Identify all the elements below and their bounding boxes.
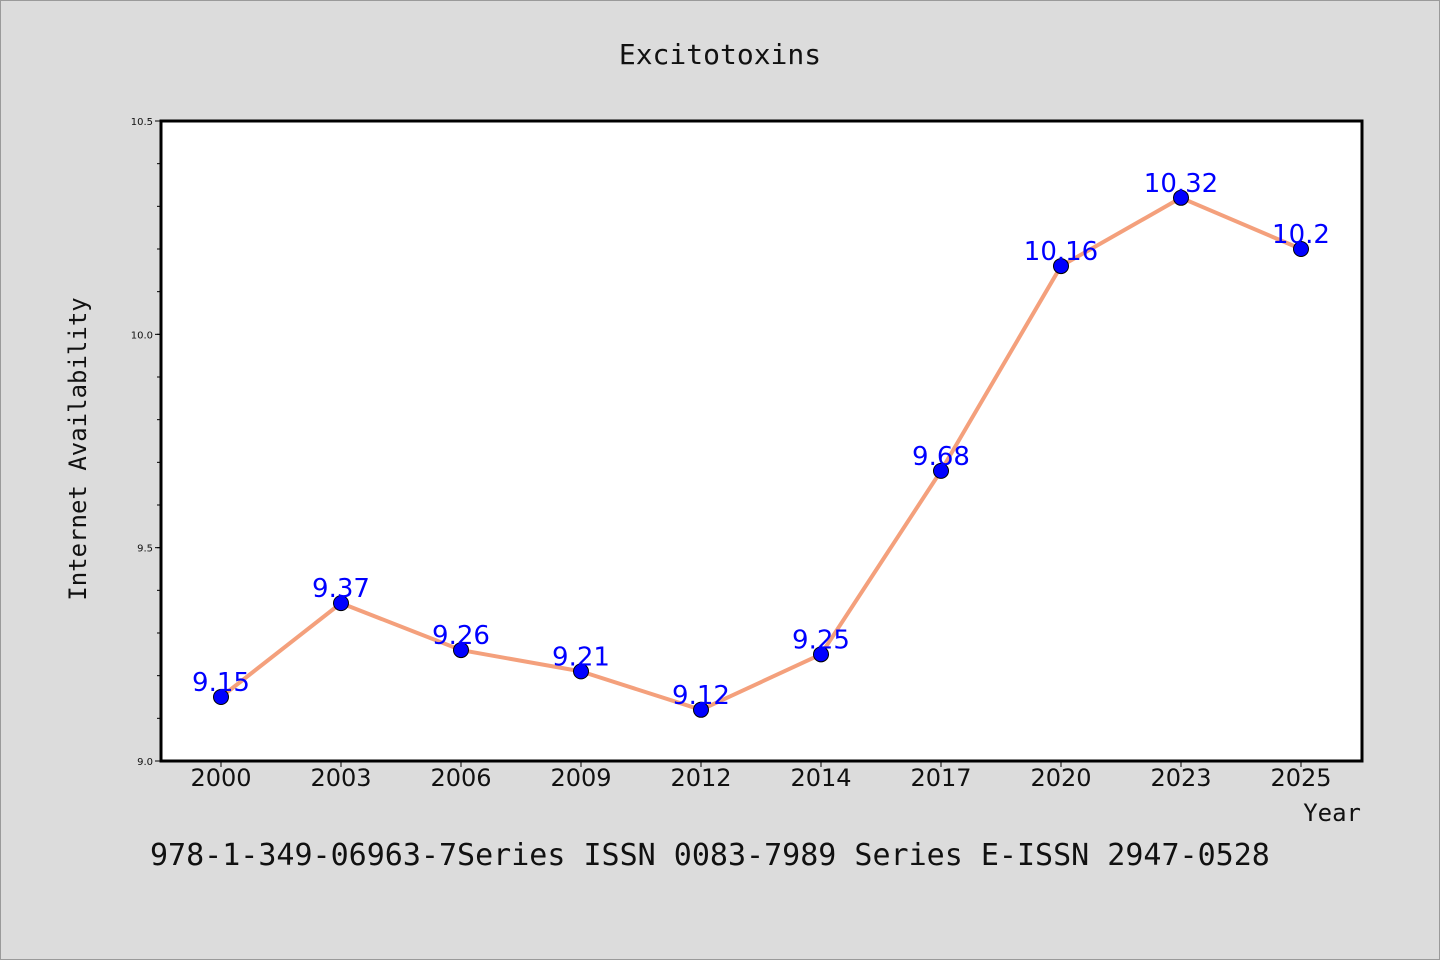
data-labels: 9.15 9.37 9.26 9.21 9.12 9.25 9.68 10.16 10.32 10…	[192, 169, 1330, 711]
data-label: 9.21	[552, 642, 610, 672]
x-tick-label: 2000	[190, 764, 251, 792]
x-tick-label: 2012	[670, 764, 731, 792]
y-axis-ticks: 9.0 9.5 10.0 10.5	[131, 117, 161, 768]
data-point	[933, 462, 949, 479]
data-label: 9.25	[792, 625, 850, 655]
data-label: 9.15	[192, 668, 250, 698]
x-tick-label: 2009	[550, 764, 611, 792]
x-tick-label: 2025	[1270, 764, 1331, 792]
footer-isbn-issn: 978-1-349-06963-7Series ISSN 0083-7989 S…	[150, 838, 1270, 873]
data-label: 10.32	[1144, 169, 1218, 199]
data-label: 9.68	[912, 442, 970, 472]
x-axis-ticks: 2000 2003 2006 2009 2012 2014 2017 2020 2023 2025	[190, 761, 1332, 792]
chart-title: Excitotoxins	[619, 38, 821, 71]
data-label: 9.37	[312, 574, 370, 604]
data-point	[333, 595, 349, 612]
data-point	[1053, 258, 1069, 275]
x-tick-label: 2014	[790, 764, 851, 792]
data-point	[1173, 189, 1189, 206]
series-line	[219, 195, 1302, 712]
data-label: 9.12	[672, 681, 730, 711]
plot-area	[159, 119, 1364, 763]
data-point	[213, 689, 229, 705]
y-axis-label: Internet Availability	[64, 297, 92, 600]
y-tick-label: 9.5	[137, 544, 153, 555]
x-axis-label: Year	[1303, 799, 1361, 827]
data-point	[453, 642, 469, 659]
y-tick-label: 10.5	[131, 117, 153, 128]
data-point	[693, 701, 709, 718]
x-tick-label: 2017	[910, 764, 971, 792]
x-tick-label: 2003	[310, 764, 371, 792]
y-tick-label: 10.0	[131, 330, 153, 341]
data-point	[813, 646, 829, 663]
data-label: 10.2	[1272, 220, 1330, 250]
data-point	[573, 663, 589, 680]
data-label: 9.26	[432, 621, 490, 651]
y-tick-label: 9.0	[137, 757, 153, 768]
series-markers	[213, 189, 1309, 718]
x-tick-label: 2020	[1030, 764, 1091, 792]
data-label: 10.16	[1024, 237, 1098, 267]
data-point	[1293, 241, 1309, 257]
x-tick-label: 2023	[1150, 764, 1211, 792]
x-tick-label: 2006	[430, 764, 491, 792]
